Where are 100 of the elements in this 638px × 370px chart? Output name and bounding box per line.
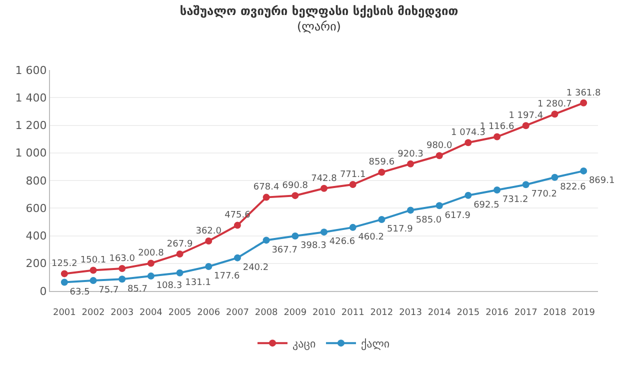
- data-label: 1 197.4: [508, 110, 544, 121]
- point: [378, 216, 386, 223]
- data-label: 869.1: [588, 176, 615, 186]
- y-tick-label: 1 400: [15, 91, 47, 104]
- point: [464, 192, 472, 199]
- x-tick-label: 2015: [456, 308, 480, 318]
- x-tick-label: 2001: [52, 308, 76, 318]
- y-tick-label: 600: [26, 202, 47, 215]
- data-label: 85.7: [127, 284, 148, 294]
- data-label: 177.6: [214, 272, 240, 282]
- x-tick-label: 2006: [197, 308, 220, 318]
- point: [436, 202, 443, 210]
- y-tick-label: 200: [26, 257, 47, 270]
- x-tick-label: 2018: [543, 308, 566, 318]
- data-label: 690.8: [282, 180, 308, 191]
- x-tick-label: 2013: [399, 308, 422, 318]
- data-label: 1 361.8: [566, 88, 602, 98]
- point: [407, 160, 414, 168]
- y-tick-label: 800: [26, 174, 47, 188]
- data-label: 742.8: [311, 174, 338, 184]
- point: [118, 264, 126, 272]
- point: [494, 186, 501, 194]
- point: [464, 139, 472, 146]
- point: [580, 167, 588, 174]
- data-label: 240.2: [242, 262, 269, 273]
- data-label: 822.6: [560, 182, 586, 193]
- data-label: 63.5: [70, 287, 90, 298]
- legend-label: კაცი: [292, 337, 316, 350]
- point: [407, 206, 414, 214]
- data-label: 267.9: [166, 239, 193, 250]
- data-label: 731.2: [502, 195, 528, 206]
- data-label: 692.5: [474, 200, 500, 210]
- y-tick-label: 1 200: [15, 119, 47, 132]
- point: [551, 174, 558, 181]
- point: [234, 254, 241, 262]
- x-tick-label: 2014: [428, 308, 452, 318]
- data-label: 920.3: [398, 149, 424, 160]
- point: [292, 192, 299, 200]
- data-label: 150.1: [80, 256, 106, 266]
- point: [234, 222, 241, 229]
- y-tick-label: 400: [26, 230, 47, 243]
- data-label: 1 074.3: [451, 128, 486, 138]
- x-tick-label: 2003: [110, 308, 134, 318]
- chart-title: საშუალო თვიური ხელფასი სქესის მიხედვით: [180, 4, 458, 18]
- y-tick-label: 1 600: [15, 64, 47, 77]
- point: [580, 99, 588, 106]
- point: [494, 133, 501, 140]
- point: [551, 110, 558, 118]
- data-label: 517.9: [387, 224, 414, 235]
- point: [320, 184, 328, 192]
- legend-label: ქალი: [360, 337, 390, 350]
- data-label: 980.0: [426, 141, 453, 152]
- point: [90, 277, 97, 284]
- x-tick-label: 2016: [486, 308, 509, 318]
- data-label: 1 280.7: [538, 99, 572, 110]
- x-tick-label: 2011: [341, 308, 364, 318]
- data-label: 108.3: [156, 281, 182, 292]
- y-tick-label: 0: [40, 284, 47, 298]
- point: [436, 152, 443, 160]
- x-tick-label: 2007: [226, 308, 249, 318]
- data-label: 131.1: [185, 278, 211, 288]
- point: [118, 276, 126, 283]
- point: [320, 228, 328, 236]
- x-tick-label: 2008: [254, 308, 278, 318]
- data-label: 460.2: [358, 232, 384, 243]
- data-label: 859.6: [368, 158, 395, 168]
- data-label: 770.2: [531, 190, 558, 200]
- data-label: 367.7: [272, 245, 298, 256]
- x-tick-label: 2019: [572, 308, 596, 318]
- data-label: 362.0: [196, 226, 222, 236]
- data-label: 426.6: [329, 237, 356, 248]
- data-label: 163.0: [109, 254, 136, 264]
- point: [176, 269, 184, 276]
- point: [349, 224, 356, 231]
- point: [349, 180, 356, 188]
- point: [262, 236, 270, 244]
- point: [522, 122, 530, 130]
- data-label: 200.8: [138, 248, 164, 259]
- y-tick-label: 1 000: [15, 146, 47, 160]
- data-label: 125.2: [52, 259, 78, 270]
- x-tick-label: 2002: [82, 308, 105, 318]
- x-tick-label: 2017: [514, 308, 538, 318]
- x-tick-label: 2012: [370, 308, 394, 318]
- point: [378, 168, 386, 176]
- data-label: 398.3: [300, 241, 326, 252]
- data-label: 585.0: [416, 215, 442, 226]
- data-label: 617.9: [444, 210, 471, 221]
- x-tick-label: 2009: [284, 308, 307, 318]
- point: [522, 181, 530, 188]
- data-label: 678.4: [253, 182, 280, 193]
- point: [262, 194, 270, 201]
- x-tick-label: 2005: [168, 308, 192, 318]
- point: [147, 272, 154, 280]
- point: [205, 262, 212, 270]
- point: [176, 250, 184, 258]
- point: [205, 238, 212, 244]
- point: [292, 232, 299, 240]
- point: [60, 270, 68, 278]
- point: [90, 266, 97, 274]
- x-tick-label: 2004: [139, 308, 163, 318]
